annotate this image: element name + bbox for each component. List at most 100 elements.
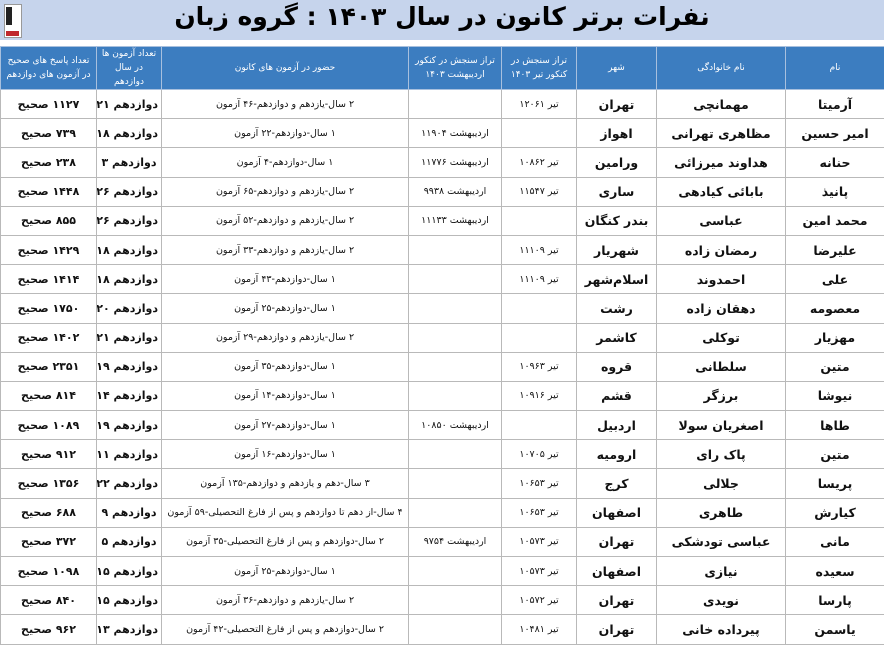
- cell-attendance: ۲ سال-یازدهم و دوازدهم-۶۵ آزمون: [162, 177, 409, 206]
- cell-tir-score: تیر ۱۰۴۸۱: [502, 615, 577, 644]
- col-header-correct-answers: تعداد پاسخ های صحیح در آزمون های دوازدهم: [1, 47, 97, 90]
- cell-tir-score: [502, 119, 577, 148]
- cell-exam-count: دوازدهم ۳: [97, 148, 162, 177]
- cell-exam-count: دوازدهم ۲۱: [97, 323, 162, 352]
- cell-first-name: امیر حسین: [786, 119, 884, 148]
- cell-attendance: ۱ سال-دوازدهم-۲۵ آزمون: [162, 294, 409, 323]
- cell-attendance: ۲ سال-یازدهم و دوازدهم-۲۹ آزمون: [162, 323, 409, 352]
- cell-attendance: ۱ سال-دوازدهم-۱۶ آزمون: [162, 440, 409, 469]
- cell-correct-answers: ۱۴۱۴ صحیح: [1, 265, 97, 294]
- cell-attendance: ۲ سال-یازدهم و دوازدهم-۳۳ آزمون: [162, 235, 409, 264]
- cell-tir-score: تیر ۱۰۵۷۳: [502, 527, 577, 556]
- cell-correct-answers: ۱۰۸۹ صحیح: [1, 411, 97, 440]
- cell-last-name: نیازی: [657, 557, 786, 586]
- cell-correct-answers: ۱۴۴۸ صحیح: [1, 177, 97, 206]
- cell-exam-count: دوازدهم ۱۸: [97, 235, 162, 264]
- cell-last-name: هداوند میرزائی: [657, 148, 786, 177]
- cell-city: کرج: [577, 469, 657, 498]
- cell-correct-answers: ۱۱۲۷ صحیح: [1, 90, 97, 119]
- cell-tir-score: تیر ۱۰۷۰۵: [502, 440, 577, 469]
- cell-last-name: توکلی: [657, 323, 786, 352]
- cell-ordibehesht-score: [409, 294, 502, 323]
- cell-correct-answers: ۳۷۲ صحیح: [1, 527, 97, 556]
- col-header-first-name: نام: [786, 47, 884, 90]
- cell-last-name: پاک رای: [657, 440, 786, 469]
- cell-city: رشت: [577, 294, 657, 323]
- cell-first-name: آرمیتا: [786, 90, 884, 119]
- cell-exam-count: دوازدهم ۲۲: [97, 469, 162, 498]
- page-title: نفرات برتر کانون در سال ۱۴۰۳ : گروه زبان: [0, 2, 884, 31]
- cell-attendance: ۱ سال-دوازدهم-۲۷ آزمون: [162, 411, 409, 440]
- cell-correct-answers: ۲۳۵۱ صحیح: [1, 352, 97, 381]
- cell-tir-score: تیر ۱۱۱۰۹: [502, 235, 577, 264]
- cell-last-name: بابائی کیادهی: [657, 177, 786, 206]
- cell-attendance: ۲ سال-یازدهم و دوازدهم-۵۲ آزمون: [162, 206, 409, 235]
- cell-first-name: علی: [786, 265, 884, 294]
- col-header-attendance: حضور در آزمون های کانون: [162, 47, 409, 90]
- cell-tir-score: تیر ۱۱۱۰۹: [502, 265, 577, 294]
- cell-correct-answers: ۹۱۲ صحیح: [1, 440, 97, 469]
- cell-last-name: برزگر: [657, 381, 786, 410]
- cell-exam-count: دوازدهم ۱۱: [97, 440, 162, 469]
- cell-city: اردبیل: [577, 411, 657, 440]
- cell-city: تهران: [577, 615, 657, 644]
- cell-exam-count: دوازدهم ۲۰: [97, 294, 162, 323]
- cell-ordibehesht-score: [409, 615, 502, 644]
- cell-correct-answers: ۷۳۹ صحیح: [1, 119, 97, 148]
- cell-first-name: پریسا: [786, 469, 884, 498]
- cell-ordibehesht-score: [409, 586, 502, 615]
- cell-last-name: طاهری: [657, 498, 786, 527]
- cell-exam-count: دوازدهم ۲۱: [97, 90, 162, 119]
- cell-last-name: جلالی: [657, 469, 786, 498]
- title-band: نفرات برتر کانون در سال ۱۴۰۳ : گروه زبان: [0, 0, 884, 40]
- cell-exam-count: دوازدهم ۹: [97, 498, 162, 527]
- cell-last-name: احمدوند: [657, 265, 786, 294]
- cell-tir-score: تیر ۱۲۰۶۱: [502, 90, 577, 119]
- cell-city: بندر کنگان: [577, 206, 657, 235]
- cell-exam-count: دوازدهم ۱۹: [97, 352, 162, 381]
- cell-first-name: متین: [786, 440, 884, 469]
- cell-first-name: پارسا: [786, 586, 884, 615]
- cell-first-name: طاها: [786, 411, 884, 440]
- cell-ordibehesht-score: اردیبهشت ۹۷۵۴: [409, 527, 502, 556]
- cell-city: قشم: [577, 381, 657, 410]
- cell-tir-score: تیر ۱۰۸۶۲: [502, 148, 577, 177]
- cell-attendance: ۱ سال-دوازدهم-۲۵ آزمون: [162, 557, 409, 586]
- col-header-exam-count: تعداد آزمون ها در سال دوازدهم: [97, 47, 162, 90]
- col-header-tir-score: تراز سنجش در کنکور تیر ۱۴۰۳: [502, 47, 577, 90]
- cell-exam-count: دوازدهم ۱۳: [97, 615, 162, 644]
- cell-exam-count: دوازدهم ۱۸: [97, 119, 162, 148]
- cell-tir-score: تیر ۱۰۹۱۶: [502, 381, 577, 410]
- cell-correct-answers: ۱۴۰۲ صحیح: [1, 323, 97, 352]
- cell-correct-answers: ۱۴۲۹ صحیح: [1, 235, 97, 264]
- cell-last-name: مهمانچی: [657, 90, 786, 119]
- cell-attendance: ۱ سال-دوازدهم-۳۵ آزمون: [162, 352, 409, 381]
- cell-first-name: علیرضا: [786, 235, 884, 264]
- cell-city: اصفهان: [577, 498, 657, 527]
- cell-ordibehesht-score: [409, 265, 502, 294]
- cell-first-name: نیوشا: [786, 381, 884, 410]
- cell-attendance: ۲ سال-دوازدهم و پس از فارغ التحصیلی-۳۵ آ…: [162, 527, 409, 556]
- cell-first-name: پانیذ: [786, 177, 884, 206]
- cell-city: تهران: [577, 586, 657, 615]
- cell-correct-answers: ۹۶۲ صحیح: [1, 615, 97, 644]
- cell-tir-score: [502, 294, 577, 323]
- cell-ordibehesht-score: [409, 381, 502, 410]
- cell-ordibehesht-score: [409, 323, 502, 352]
- cell-first-name: کیارش: [786, 498, 884, 527]
- cell-first-name: مانی: [786, 527, 884, 556]
- cell-ordibehesht-score: [409, 90, 502, 119]
- cell-attendance: ۱ سال-دوازدهم-۲۲ آزمون: [162, 119, 409, 148]
- cell-city: شهریار: [577, 235, 657, 264]
